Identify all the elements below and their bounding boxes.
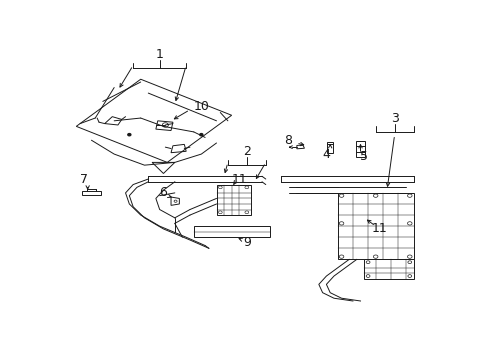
Text: 10: 10 — [193, 100, 209, 113]
Text: 11: 11 — [231, 172, 246, 185]
Text: 9: 9 — [243, 236, 250, 249]
Text: 1: 1 — [155, 48, 163, 61]
Polygon shape — [337, 193, 413, 260]
Text: 5: 5 — [360, 150, 367, 163]
Text: 3: 3 — [390, 112, 398, 125]
Text: 2: 2 — [243, 145, 250, 158]
Text: 8: 8 — [284, 134, 292, 147]
Text: 7: 7 — [80, 172, 88, 185]
Circle shape — [127, 134, 131, 136]
Text: 6: 6 — [159, 186, 167, 199]
Text: 11: 11 — [371, 222, 386, 235]
Text: 4: 4 — [322, 148, 330, 161]
Circle shape — [200, 134, 203, 136]
Polygon shape — [364, 260, 413, 279]
